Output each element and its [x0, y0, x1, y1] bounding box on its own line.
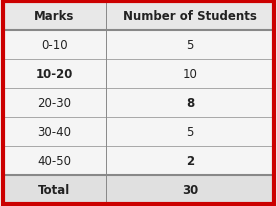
Text: 5: 5 [186, 39, 194, 52]
Bar [3, 175, 274, 204]
Text: 40-50: 40-50 [37, 154, 71, 167]
Text: Marks: Marks [34, 10, 75, 23]
Text: 8: 8 [186, 97, 194, 109]
Text: 20-30: 20-30 [37, 97, 71, 109]
Text: 0-10: 0-10 [41, 39, 68, 52]
Text: 2: 2 [186, 154, 194, 167]
Text: Number of Students: Number of Students [123, 10, 257, 23]
Text: 10: 10 [183, 68, 198, 81]
Bar [3, 117, 274, 146]
Text: 5: 5 [186, 125, 194, 138]
Text: 30-40: 30-40 [37, 125, 71, 138]
Bar [3, 146, 274, 175]
Bar [3, 60, 274, 89]
Bar [3, 89, 274, 117]
Text: 30: 30 [182, 183, 198, 196]
Bar [3, 2, 274, 31]
Text: Total: Total [38, 183, 70, 196]
Text: 10-20: 10-20 [36, 68, 73, 81]
Bar [3, 31, 274, 60]
